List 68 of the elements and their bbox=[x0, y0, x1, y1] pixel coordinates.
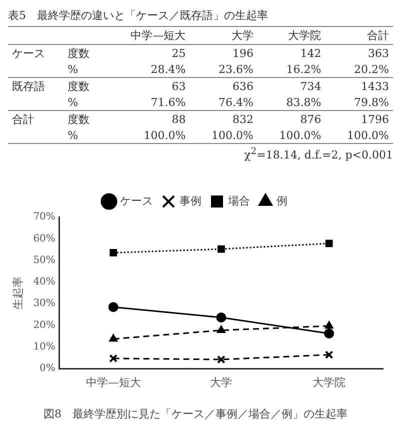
text: 100.0% bbox=[347, 129, 389, 142]
text: 100.0% bbox=[279, 129, 322, 142]
point bbox=[108, 302, 118, 312]
text: 83.8% bbox=[286, 96, 322, 109]
text: 1796 bbox=[361, 113, 389, 126]
point bbox=[324, 328, 334, 339]
text: 表5 最終学歴の違いと「ケース／既存語」の生起率 bbox=[8, 8, 269, 23]
point bbox=[109, 354, 118, 363]
y-tick-label: 40% bbox=[33, 276, 56, 288]
text: χ$^{2}$=18.14, d.f.=2, p<0.001 bbox=[243, 146, 393, 162]
category-label: 合計 bbox=[12, 113, 34, 126]
legend-label: 事例 bbox=[180, 194, 202, 208]
y-axis-title: 生起率 bbox=[11, 276, 24, 310]
x-tick-label: 大学 bbox=[210, 376, 232, 390]
category-label: 合計 bbox=[366, 28, 390, 44]
point bbox=[218, 245, 225, 253]
legend-label: ケース bbox=[120, 194, 153, 208]
text: 76.4% bbox=[218, 96, 254, 109]
text: 100.0% bbox=[144, 129, 186, 142]
category-label: 度数 bbox=[68, 47, 90, 60]
point bbox=[216, 325, 226, 334]
point bbox=[216, 312, 226, 322]
text: 734 bbox=[300, 80, 322, 93]
text: 142 bbox=[300, 47, 322, 60]
text: 63 bbox=[172, 80, 186, 93]
y-tick-label: 60% bbox=[33, 233, 56, 244]
x-tick-label: 大学院 bbox=[312, 376, 346, 390]
x-tick-label: 中学—短大 bbox=[86, 376, 141, 390]
text: 79.8% bbox=[354, 96, 389, 109]
category-label: % bbox=[68, 63, 78, 76]
point bbox=[324, 320, 334, 329]
text: 876 bbox=[300, 113, 322, 126]
text: 28.4% bbox=[150, 63, 186, 76]
text: 196 bbox=[232, 47, 254, 60]
y-tick-label: 30% bbox=[33, 298, 56, 310]
point bbox=[325, 240, 333, 248]
text: 636 bbox=[232, 80, 254, 93]
point bbox=[110, 249, 118, 256]
point bbox=[324, 350, 334, 359]
point bbox=[217, 355, 226, 364]
category-label: 度数 bbox=[68, 80, 90, 93]
category-label: % bbox=[68, 129, 78, 142]
y-tick-label: 10% bbox=[33, 342, 56, 353]
category-label: 既存語 bbox=[12, 80, 45, 93]
y-tick-label: 50% bbox=[33, 254, 56, 266]
legend-label: 場合 bbox=[227, 194, 250, 208]
category-label: 中学—短大 bbox=[130, 28, 187, 44]
text: 25 bbox=[172, 47, 186, 60]
category-label: ケース bbox=[12, 47, 45, 60]
point bbox=[108, 334, 118, 342]
legend-label: 例 bbox=[276, 194, 288, 208]
category-label: % bbox=[68, 96, 78, 109]
y-tick-label: 20% bbox=[33, 320, 56, 331]
text: 88 bbox=[172, 113, 186, 126]
text: 100.0% bbox=[212, 129, 254, 142]
text: 図8 最終学歴別に見た「ケース／事例／場合／例」の生起率 bbox=[44, 407, 348, 420]
y-tick-label: 0% bbox=[40, 363, 56, 374]
category-label: 大学 bbox=[230, 28, 254, 44]
text: 363 bbox=[368, 47, 389, 60]
y-tick-label: 70% bbox=[33, 212, 56, 223]
category-label: 大学院 bbox=[287, 28, 322, 44]
text: 1433 bbox=[361, 80, 389, 93]
text: 832 bbox=[232, 113, 254, 126]
category-label: 度数 bbox=[68, 113, 90, 126]
text: 16.2% bbox=[286, 63, 322, 76]
text: 20.2% bbox=[354, 63, 389, 76]
text: 23.6% bbox=[218, 63, 254, 76]
text: 71.6% bbox=[150, 96, 186, 109]
